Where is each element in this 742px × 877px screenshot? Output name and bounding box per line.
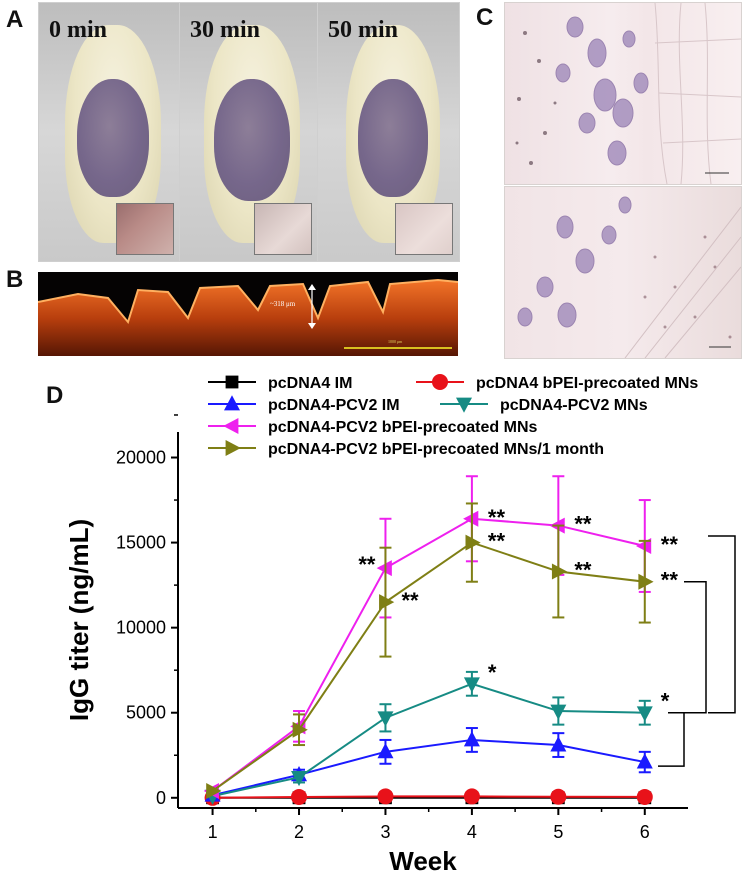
significance-label: ** [358, 552, 376, 577]
histology-bottom-texture [517, 196, 741, 358]
significance-brackets [658, 535, 736, 767]
panel-b-label: B [6, 266, 24, 293]
photo-0-min: 0 min [38, 2, 181, 262]
x-tick-label: 1 [208, 822, 218, 842]
data-point [636, 753, 653, 769]
legend-marker [225, 440, 241, 456]
legend-marker [432, 374, 448, 390]
photo-time-label: 0 min [49, 17, 108, 43]
y-axis-label: IgG titer (ng/mL) [64, 519, 94, 721]
inset-closeup [254, 203, 312, 255]
data-point [636, 706, 653, 722]
data-point [463, 788, 480, 805]
data-point [550, 736, 567, 752]
series-5: ****** ** [206, 502, 679, 799]
photo-time-label: 30 min [190, 17, 261, 43]
data-point [636, 788, 653, 805]
fluorescence-image: ~318 μm 1000 μm [38, 272, 458, 356]
y-tick-label: 0 [156, 788, 166, 808]
bracket-middle [684, 580, 707, 714]
data-point [638, 573, 654, 590]
legend-marker [224, 395, 240, 411]
data-point [463, 677, 480, 693]
data-point [376, 560, 392, 577]
data-point [291, 770, 308, 787]
significance-label: ** [661, 532, 679, 557]
legend-marker [223, 418, 239, 434]
legend-label: pcDNA4 bPEI-precoated MNs [476, 375, 698, 392]
histology-top [504, 2, 742, 185]
significance-label: * [488, 660, 497, 685]
series-line [212, 738, 645, 797]
panel-c-label: C [476, 4, 494, 31]
y-tick-label: 20000 [116, 448, 166, 468]
data-point [292, 721, 308, 738]
series-line [211, 541, 645, 792]
data-point [463, 731, 480, 747]
x-axis-label: Week [389, 846, 457, 876]
data-point [379, 594, 395, 611]
scale-bar-label: 1000 μm [388, 339, 403, 344]
bracket-inner [658, 711, 685, 767]
significance-label: ** [574, 558, 592, 583]
bracket-outer [708, 535, 736, 714]
data-point [291, 788, 308, 805]
histology-top-texture [515, 3, 741, 184]
series-line [211, 517, 646, 792]
significance-label: ** [488, 505, 506, 530]
x-tick-label: 4 [467, 822, 477, 842]
shaved-skin [77, 79, 149, 197]
data-point [465, 534, 481, 551]
data-point [463, 510, 479, 527]
significance-label: * [661, 689, 670, 714]
data-point [550, 788, 567, 805]
photo-50-min: 50 min [317, 2, 460, 262]
legend-label: pcDNA4 IM [268, 375, 352, 392]
x-tick-label: 3 [380, 822, 390, 842]
series-3: ** [204, 660, 670, 805]
significance-label: ** [401, 588, 419, 613]
data-point [377, 788, 394, 805]
y-tick-label: 15000 [116, 533, 166, 553]
x-tick-label: 5 [553, 822, 563, 842]
legend-marker [456, 397, 472, 413]
series-1 [204, 788, 653, 806]
histology-bottom [504, 186, 742, 359]
series-4: **** **** [203, 475, 679, 799]
legend-label: pcDNA4-PCV2 bPEI-precoated MNs/1 month [268, 441, 604, 458]
photo-30-min: 30 min [179, 2, 319, 262]
depth-label: ~318 μm [270, 300, 296, 308]
y-tick-label: 10000 [116, 618, 166, 638]
series-line [212, 682, 645, 798]
fluorescence-tissue [38, 278, 458, 356]
panel-d-label: D [46, 382, 64, 409]
data-point [206, 782, 222, 799]
legend-marker [225, 375, 239, 389]
x-tick-label: 2 [294, 822, 304, 842]
legend-label: pcDNA4-PCV2 bPEI-precoated MNs [268, 419, 537, 436]
significance-label: ** [661, 568, 679, 593]
x-tick-label: 6 [640, 822, 650, 842]
data-point [551, 563, 568, 580]
y-tick-label: 5000 [126, 703, 166, 723]
igg-titer-chart: 0 5000 10000 15000 20000 1 2 3 4 5 6 Week IgG titer … [64, 374, 736, 876]
data-point [635, 537, 652, 554]
shaved-skin [214, 79, 290, 201]
data-point [377, 711, 394, 727]
legend: pcDNA4 IM pcDNA4 bPEI-precoated MNs pcDNA4… [208, 374, 698, 458]
data-point [550, 704, 567, 720]
series-2 [204, 727, 653, 802]
inset-closeup [395, 203, 453, 255]
significance-label: ** [574, 512, 592, 537]
shaved-skin [358, 79, 428, 197]
data-point [377, 743, 394, 759]
legend-label: pcDNA4-PCV2 MNs [500, 397, 648, 414]
inset-closeup [116, 203, 174, 255]
photo-time-label: 50 min [328, 17, 399, 43]
series-line [212, 795, 645, 799]
panel-a-label: A [6, 6, 24, 33]
legend-label: pcDNA4-PCV2 IM [268, 397, 400, 414]
significance-label: ** [488, 529, 506, 554]
